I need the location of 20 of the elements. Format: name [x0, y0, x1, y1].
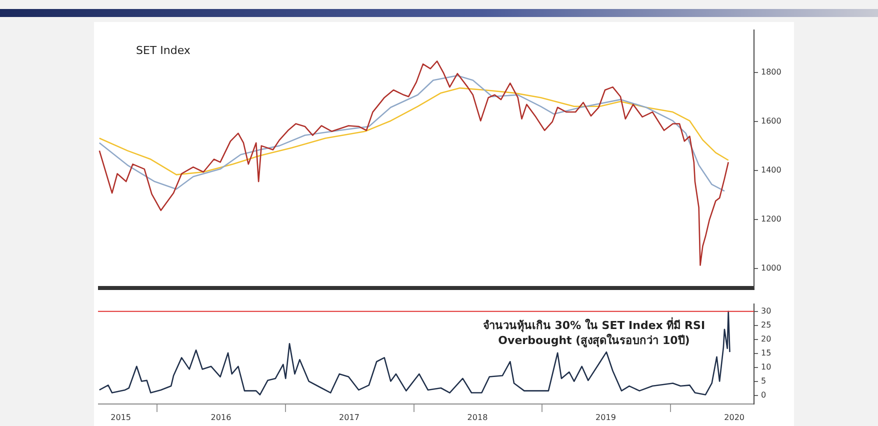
- y-tick-label: 1000: [761, 264, 782, 272]
- y-tick-label: 0: [761, 390, 766, 400]
- x-tick-label: 2017: [339, 412, 360, 422]
- y-tick-label: 20: [761, 334, 772, 344]
- x-tick-label: 2015: [110, 412, 132, 422]
- y-tick-label: 1400: [761, 166, 782, 175]
- x-tick-label: 2016: [210, 412, 232, 422]
- x-tick-label: 2020: [724, 412, 745, 422]
- y-tick-label: 25: [761, 320, 772, 330]
- y-tick-label: 1600: [761, 116, 782, 126]
- x-tick-label: 2018: [467, 412, 488, 422]
- y-tick-label: 5: [761, 376, 766, 386]
- y-tick-label: 1200: [761, 214, 782, 224]
- x-tick-label: 2019: [596, 412, 616, 422]
- y-tick-label: 15: [761, 348, 772, 358]
- text: SET Index: [136, 44, 190, 57]
- y-tick-label: 30: [761, 306, 772, 316]
- y-tick-label: 10: [761, 362, 772, 372]
- y-tick-label: 1800: [761, 68, 782, 77]
- annotation: จำนวนหุ้นเกิน 30% ใน SET Index ที่มี RSI Overbought (สูงสุดในรอบกว่า 10ปี): [482, 318, 706, 348]
